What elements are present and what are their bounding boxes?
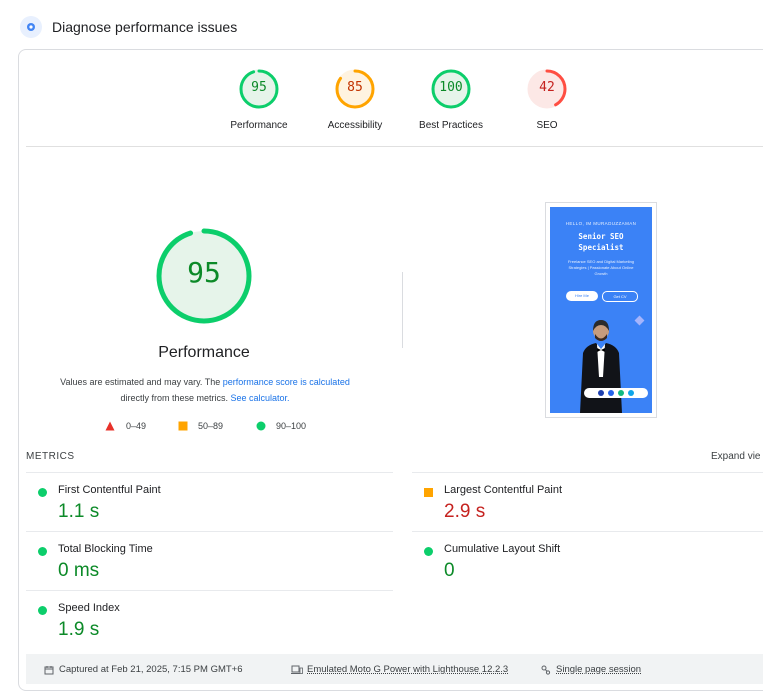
score-calculated-link[interactable]: performance score is calculated [222,377,350,387]
gauge-seo[interactable]: 42 SEO [497,68,597,131]
section-title: Diagnose performance issues [52,19,238,35]
session-icon [541,665,551,675]
screenshot-greeting: HELLO, IM MURADUZZAMAN [565,221,637,226]
metric-name: First Contentful Paint [58,484,161,496]
legend-range: 0–49 [126,421,147,431]
performance-title: Performance [158,344,250,361]
emulated-device[interactable]: Emulated Moto G Power with Lighthouse 12… [291,664,508,675]
average-square-icon [424,488,433,497]
pass-circle-icon [38,488,47,497]
screenshot-social-bar [584,388,648,398]
pass-circle-icon [424,547,433,556]
session-text: Single page session [556,664,642,675]
triangle-icon [105,421,115,431]
expand-view-toggle[interactable]: Expand vie [711,451,761,462]
performance-gauge: 95 [154,226,254,326]
metric-value: 1.9 s [58,619,100,640]
gauge-arc [431,69,471,109]
description-text: directly from these metrics. [120,393,231,403]
session-type[interactable]: Single page session [541,664,641,675]
gauge-label: Performance [230,120,288,131]
gauge-label: SEO [536,120,558,131]
screenshot-subtitle: Freelance SEO and Digital Marketing Stra… [567,259,635,276]
score-value: 95 [251,80,267,95]
vertical-divider [402,272,403,348]
devices-icon [291,665,303,674]
legend-pass: 90–100 [256,421,306,431]
device-text: Emulated Moto G Power with Lighthouse 12… [307,664,509,675]
screenshot-hire-button: Hire Me [566,291,598,301]
legend-range: 50–89 [198,421,224,431]
decorative-diamond [634,315,645,326]
metric-name: Speed Index [58,602,120,614]
score-value: 42 [539,80,555,95]
legend-range: 90–100 [276,421,307,431]
score-value: 100 [439,80,463,95]
calendar-icon [44,665,54,674]
pass-circle-icon [38,606,47,615]
score-value: 85 [347,80,363,95]
pass-circle-icon [38,547,47,556]
performance-description: Values are estimated and may vary. The p… [40,374,370,406]
metrics-heading: METRICS [26,451,75,462]
metric-value: 2.9 s [444,501,486,522]
person-illustration [576,317,626,413]
description-text: Values are estimated and may vary. The [60,377,223,387]
gauge-arc [239,69,279,109]
metric-cumulative-layout-shift[interactable]: Cumulative Layout Shift 0 [412,531,763,590]
captured-text: Captured at Feb 21, 2025, 7:15 PM GMT+6 [59,664,243,675]
metric-name: Total Blocking Time [58,543,153,555]
metric-value: 1.1 s [58,501,100,522]
screenshot-cv-button: Get CV [602,291,638,302]
gauge-label: Accessibility [327,120,383,131]
page-screenshot[interactable]: HELLO, IM MURADUZZAMAN Senior SEO Specia… [545,202,657,418]
lighthouse-icon [20,16,42,38]
metric-largest-contentful-paint[interactable]: Largest Contentful Paint 2.9 s [412,472,763,531]
screenshot-content: HELLO, IM MURADUZZAMAN Senior SEO Specia… [550,207,652,413]
gauge-arc [527,69,567,109]
metric-first-contentful-paint[interactable]: First Contentful Paint 1.1 s [26,472,393,531]
report-footer: Captured at Feb 21, 2025, 7:15 PM GMT+6 … [26,654,763,684]
metric-name: Cumulative Layout Shift [444,543,561,555]
circle-icon [256,421,266,431]
section-header: Diagnose performance issues [20,14,237,40]
gauge-performance[interactable]: 95 Performance [209,68,309,131]
square-icon [178,421,188,431]
gauge-arc [335,69,375,109]
gauge-label: Best Practices [419,120,483,131]
screenshot-title-line: Specialist [578,243,624,252]
metric-value: 0 [444,560,455,581]
divider [26,146,763,147]
metric-total-blocking-time[interactable]: Total Blocking Time 0 ms [26,531,393,590]
metric-value: 0 ms [58,560,100,581]
metric-name: Largest Contentful Paint [444,484,563,496]
gauge-best-practices[interactable]: 100 Best Practices [401,68,501,131]
legend-fail: 0–49 [105,421,146,431]
metric-speed-index[interactable]: Speed Index 1.9 s [26,590,393,649]
gauge-accessibility[interactable]: 85 Accessibility [305,68,405,131]
screenshot-title-line: Senior SEO [578,232,624,241]
legend-average: 50–89 [178,421,223,431]
see-calculator-link[interactable]: See calculator. [230,393,290,403]
performance-gauge-arc [156,228,252,324]
performance-score: 95 [187,256,221,289]
captured-at: Captured at Feb 21, 2025, 7:15 PM GMT+6 [44,664,243,675]
